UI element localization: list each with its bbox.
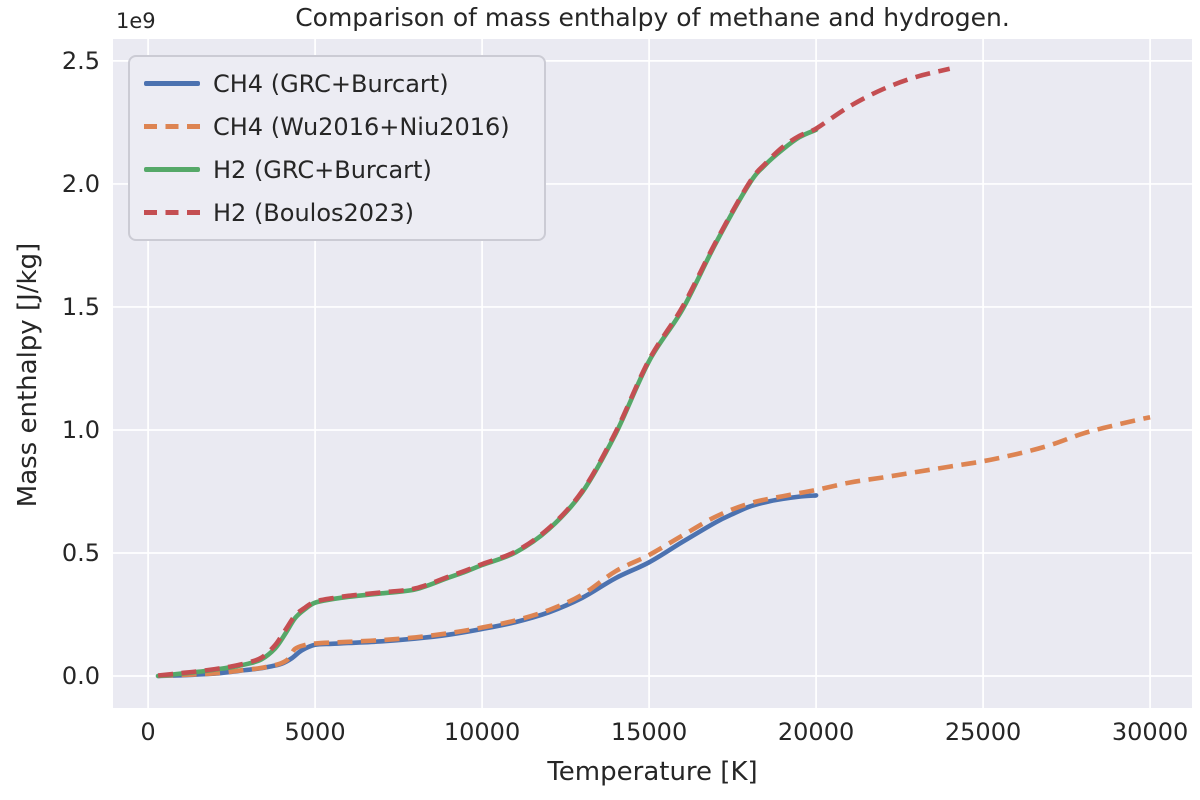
legend-label: CH4 (GRC+Burcart) bbox=[213, 69, 449, 98]
legend-row: CH4 (Wu2016+Niu2016) bbox=[144, 105, 530, 148]
x-tick-label: 30000 bbox=[1111, 718, 1189, 746]
x-axis-label: Temperature [K] bbox=[547, 757, 758, 787]
y-tick-label: 1.0 bbox=[61, 415, 100, 444]
y-axis-label: Mass enthalpy [J/kg] bbox=[13, 242, 43, 508]
legend-row: H2 (Boulos2023) bbox=[144, 191, 530, 234]
legend-label: H2 (Boulos2023) bbox=[213, 198, 414, 227]
y-tick-label: 2.5 bbox=[61, 46, 100, 75]
y-axis-offset-label: 1e9 bbox=[116, 9, 160, 33]
y-tick-label: 0.0 bbox=[61, 662, 100, 690]
legend-line-sample bbox=[144, 124, 200, 129]
legend-label: CH4 (Wu2016+Niu2016) bbox=[213, 112, 510, 141]
y-tick-label: 1.5 bbox=[61, 292, 100, 321]
legend-line-sample bbox=[144, 167, 200, 172]
x-tick-label: 0 bbox=[140, 718, 156, 746]
y-tick-label: 0.5 bbox=[61, 538, 100, 567]
x-tick-label: 25000 bbox=[944, 718, 1022, 746]
x-tick-label: 10000 bbox=[443, 718, 521, 746]
legend-line-sample bbox=[144, 81, 200, 86]
chart-title: Comparison of mass enthalpy of methane a… bbox=[295, 3, 1010, 32]
legend: CH4 (GRC+Burcart) CH4 (Wu2016+Niu2016) H2 … bbox=[128, 55, 546, 241]
x-tick-label: 20000 bbox=[777, 718, 855, 746]
legend-row: CH4 (GRC+Burcart) bbox=[144, 62, 530, 105]
y-tick-label: 2.0 bbox=[61, 169, 100, 198]
legend-label: H2 (GRC+Burcart) bbox=[213, 155, 432, 184]
series-line-3 bbox=[157, 66, 951, 678]
legend-line-sample bbox=[144, 210, 200, 215]
series-line-1 bbox=[157, 414, 1151, 679]
x-tick-label: 5000 bbox=[284, 718, 346, 746]
x-tick-label: 15000 bbox=[610, 718, 688, 746]
legend-row: H2 (GRC+Burcart) bbox=[144, 148, 530, 191]
